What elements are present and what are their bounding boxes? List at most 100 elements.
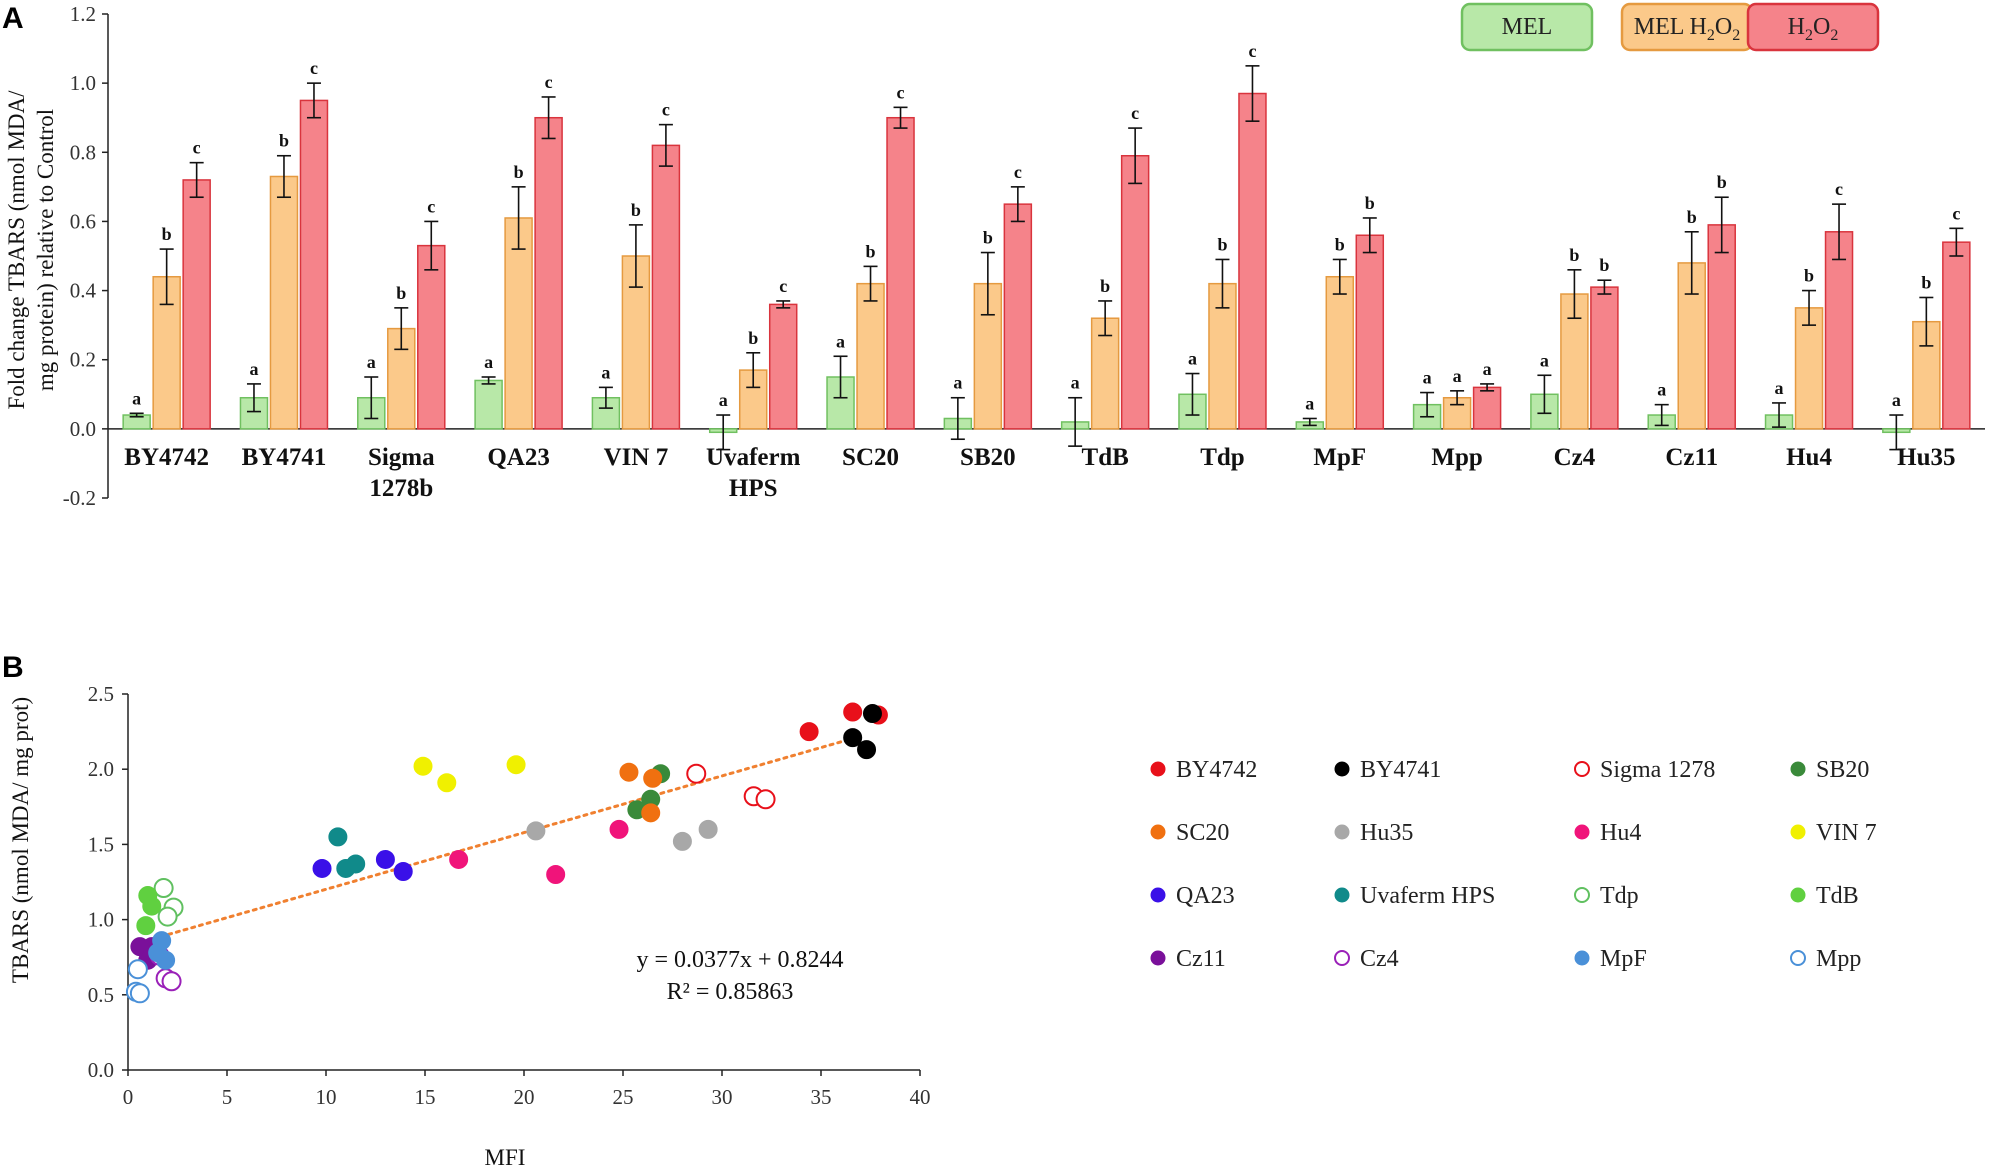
- point-hu4: [546, 864, 566, 884]
- point-hu35: [526, 821, 546, 841]
- bar-h2o2: [182, 179, 211, 430]
- legend-marker-tdb: [1790, 887, 1806, 903]
- significance-letter: b: [162, 224, 172, 244]
- panel-a-category-label: Hu35: [1897, 444, 1955, 471]
- trend-equation: y = 0.0377x + 0.8244: [636, 947, 843, 973]
- significance-letter: c: [662, 100, 670, 120]
- panel-b-ytick-label: 2.5: [88, 682, 114, 706]
- trend-r-squared: R² = 0.85863: [667, 979, 794, 1005]
- significance-letter: c: [1952, 203, 1960, 223]
- trend-line: [136, 734, 863, 945]
- point-by4741: [843, 728, 863, 748]
- significance-letter: c: [1248, 41, 1256, 61]
- point-uvaferm-hps: [346, 854, 366, 874]
- point-qa23: [312, 858, 332, 878]
- bar-h2o2: [768, 303, 798, 430]
- significance-letter: b: [1804, 266, 1814, 286]
- panel-b-xtick-label: 20: [514, 1085, 535, 1109]
- legend-label-h2o2: H2O2: [1788, 14, 1839, 44]
- bar-mel-h2o2: [856, 282, 885, 430]
- point-tdp: [157, 906, 178, 927]
- legend-label-hu4: Hu4: [1600, 820, 1641, 846]
- legend-marker-by4741: [1334, 761, 1350, 777]
- point-qa23: [393, 861, 413, 881]
- bar-h2o2: [1003, 203, 1033, 430]
- point-hu4: [609, 819, 629, 839]
- bar-h2o2: [651, 144, 681, 430]
- point-mpp: [129, 983, 150, 1004]
- legend-marker-tdp: [1574, 887, 1590, 903]
- legend-label-by4742: BY4742: [1176, 757, 1257, 783]
- bar-h2o2: [534, 116, 563, 430]
- legend-marker-sigma-1278: [1574, 761, 1590, 777]
- point-hu4: [449, 849, 469, 869]
- point-vin-7: [506, 755, 526, 775]
- legend-label-hu35: Hu35: [1360, 820, 1413, 846]
- point-qa23: [375, 849, 395, 869]
- panel-b-legend: BY4742 BY4741 Sigma 1278 SB20 SC20 Hu35 Hu4 VIN…: [1150, 757, 1877, 972]
- significance-letter: a: [1188, 349, 1197, 369]
- bar-h2o2: [1824, 231, 1854, 430]
- panel-b-points: [125, 702, 888, 1004]
- panel-a-ytick-label: 0.8: [70, 140, 96, 164]
- panel-a-ylabel-line2: mg protein) relative to Control: [33, 109, 58, 391]
- significance-letter: a: [1423, 368, 1432, 388]
- point-mpp: [127, 959, 148, 980]
- point-by4742: [843, 702, 863, 722]
- legend-label-sb20: SB20: [1816, 757, 1869, 783]
- significance-letter: b: [983, 228, 993, 248]
- significance-letter: a: [367, 352, 376, 372]
- legend-label-cz4: Cz4: [1360, 946, 1399, 972]
- point-tdp: [153, 878, 174, 899]
- point-uvaferm-hps: [328, 827, 348, 847]
- significance-letter: b: [1100, 276, 1110, 296]
- significance-letter: c: [897, 82, 905, 102]
- panel-a-ylabel-line1: Fold change TBARS (nmol MDA/: [4, 90, 29, 410]
- legend-label-mpf: MpF: [1600, 946, 1647, 972]
- significance-letter: a: [249, 359, 258, 379]
- legend-marker-by4742: [1150, 761, 1166, 777]
- significance-letter: b: [1921, 272, 1931, 292]
- panel-b-label: B: [2, 651, 24, 684]
- legend-marker-sb20: [1790, 761, 1806, 777]
- legend-marker-qa23: [1150, 887, 1166, 903]
- significance-letter: c: [1014, 162, 1022, 182]
- panel-a-category-label: BY4742: [124, 444, 209, 471]
- significance-letter: c: [310, 58, 318, 78]
- legend-marker-cz4: [1334, 950, 1350, 966]
- panel-a-category-label: TdB: [1082, 444, 1129, 471]
- point-tdb: [142, 896, 162, 916]
- panel-a-category-label: Cz4: [1554, 444, 1596, 471]
- panel-a-category-label: Hu4: [1786, 444, 1832, 471]
- significance-letter: b: [631, 200, 641, 220]
- legend-marker-hu35: [1334, 824, 1350, 840]
- panel-a-category-label: VIN 7: [604, 444, 669, 471]
- panel-a-category-label: BY4741: [242, 444, 327, 471]
- legend-label-mpp: Mpp: [1816, 946, 1861, 972]
- legend-marker-vin-7: [1790, 824, 1806, 840]
- point-by4742: [799, 722, 819, 742]
- bar-h2o2: [1472, 386, 1502, 430]
- legend-label-by4741: BY4741: [1360, 757, 1441, 783]
- bar-mel-h2o2: [1090, 317, 1120, 430]
- significance-letter: c: [1131, 103, 1139, 123]
- significance-letter: a: [484, 352, 493, 372]
- panel-b-ytick-label: 1.0: [88, 908, 114, 932]
- significance-letter: b: [866, 241, 876, 261]
- panel-b-trendline: [136, 734, 863, 945]
- bar-mel-h2o2: [504, 217, 533, 430]
- point-hu35: [672, 831, 692, 851]
- legend-marker-cz11: [1150, 950, 1166, 966]
- bar-mel-h2o2: [1325, 275, 1355, 430]
- significance-letter: b: [1217, 234, 1227, 254]
- panel-a-ytick-label: -0.2: [63, 486, 96, 510]
- panel-a-ytick-label: 0.0: [70, 417, 96, 441]
- legend-label-uvaferm-hps: Uvaferm HPS: [1360, 883, 1495, 909]
- panel-a-category-label: QA23: [487, 444, 550, 471]
- panel-a-ytick-label: 1.0: [70, 71, 96, 95]
- legend-label-vin-7: VIN 7: [1816, 820, 1877, 846]
- panel-a-legend: MEL MEL H2O2 H2O2: [1460, 2, 1880, 52]
- panel-b-xtick-label: 5: [222, 1085, 233, 1109]
- significance-letter: a: [1775, 378, 1784, 398]
